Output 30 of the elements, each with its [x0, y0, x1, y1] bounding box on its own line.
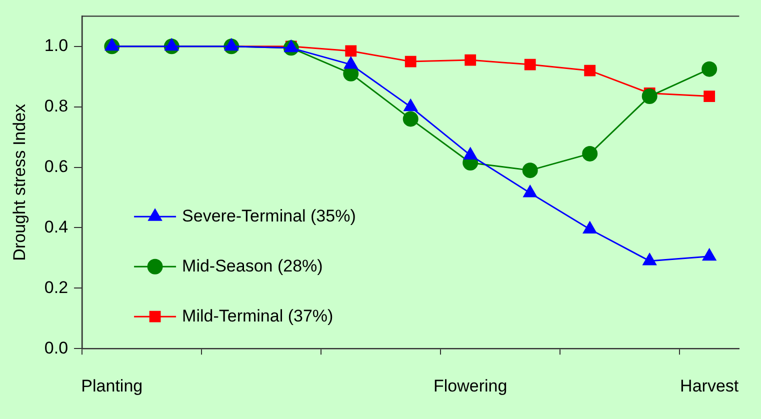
point: [464, 147, 478, 160]
y-tick-label: 0.0: [44, 338, 68, 358]
legend-label: Mild-Terminal (37%): [182, 306, 334, 326]
point: [702, 248, 716, 261]
point: [583, 221, 597, 234]
point: [524, 58, 536, 70]
legend-label: Severe-Terminal (35%): [182, 206, 356, 226]
y-axis-title: Drought stress Index: [10, 103, 29, 261]
x-tick-label: Flowering: [434, 376, 508, 396]
point: [464, 54, 476, 66]
point: [402, 111, 418, 127]
y-tick-label: 0.4: [44, 217, 68, 236]
y-tick-label: 1.0: [44, 36, 68, 56]
legend-label: Mid-Season (28%): [182, 256, 323, 276]
point: [404, 99, 418, 112]
y-tick-label: 0.8: [44, 96, 68, 116]
point: [584, 64, 596, 76]
point: [404, 56, 416, 68]
point: [522, 162, 538, 178]
x-tick-label: Planting: [81, 376, 143, 396]
x-tick-label: Harvest: [680, 376, 739, 396]
y-tick-label: 0.6: [44, 156, 68, 176]
point: [704, 90, 716, 102]
point: [523, 185, 537, 198]
y-tick-label: 0.2: [44, 278, 68, 297]
point: [642, 88, 658, 104]
point: [345, 45, 357, 57]
point: [582, 146, 598, 162]
point: [642, 253, 656, 266]
point: [702, 61, 718, 77]
